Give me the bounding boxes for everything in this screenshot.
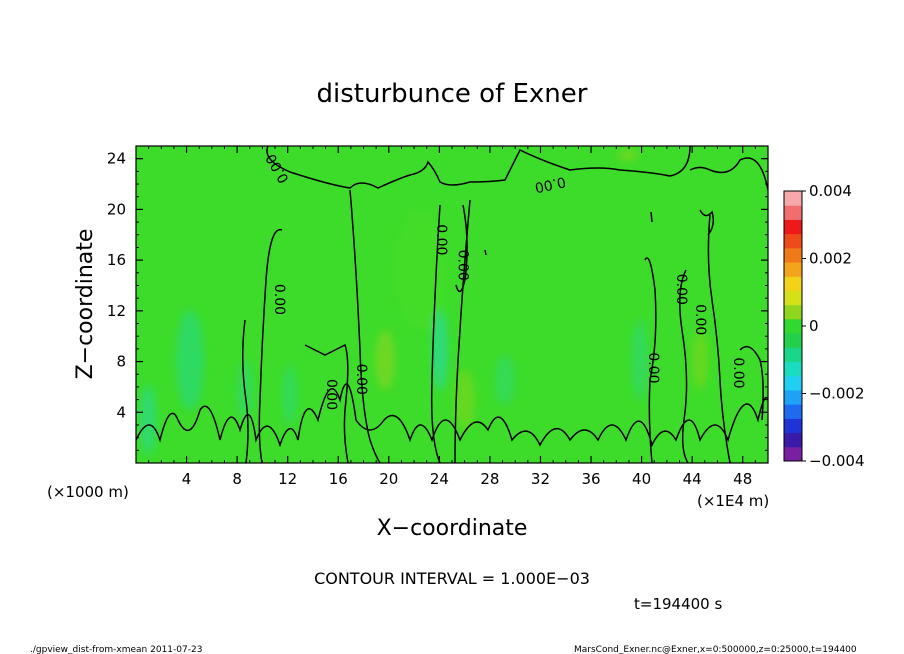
colorbar-tick-label: 0.004 <box>809 182 852 200</box>
patch <box>455 370 475 430</box>
x-tick-label: 44 <box>683 470 702 488</box>
y-tick-label: 24 <box>107 150 126 168</box>
y-axis-label: Z−coordinate <box>73 229 98 380</box>
colorbar-tick-label: 0 <box>809 317 819 335</box>
x-tick-label: 12 <box>278 470 297 488</box>
y-axis-unit: (×1000 m) <box>47 483 129 501</box>
colorbar-swatch <box>784 248 802 263</box>
colorbar-swatch <box>784 376 802 391</box>
colorbar-swatch <box>784 305 802 320</box>
patch <box>495 355 515 405</box>
colorbar-swatch <box>784 333 802 348</box>
contour-label: 0.00 <box>645 352 661 383</box>
colorbar-tick-label: −0.004 <box>809 452 865 470</box>
patch <box>375 330 395 390</box>
contour-label: 0.00 <box>673 274 689 305</box>
contour-label: 0.00 <box>323 379 339 410</box>
colorbar-swatch <box>784 290 802 305</box>
y-tick-label: 16 <box>107 251 126 269</box>
x-tick-label: 4 <box>182 470 192 488</box>
contour-label: 0.00 <box>730 357 746 388</box>
colorbar-swatch <box>784 205 802 220</box>
contour-label: 0.00 <box>433 224 449 255</box>
colorbar-tick-label: 0.002 <box>809 250 852 268</box>
colorbar-swatch <box>784 262 802 277</box>
x-tick-label: 40 <box>632 470 651 488</box>
contour-line <box>651 212 652 222</box>
x-tick-label: 8 <box>232 470 242 488</box>
colorbar-swatch <box>784 234 802 249</box>
patch <box>618 149 638 161</box>
x-tick-label: 28 <box>480 470 499 488</box>
chart-title: disturbunce of Exner <box>317 79 588 109</box>
contour-label: 0.00 <box>353 364 369 395</box>
contour-label: 0.00 <box>271 284 287 315</box>
x-tick-label: 32 <box>531 470 550 488</box>
patch <box>692 330 708 390</box>
x-axis-unit: (×1E4 m) <box>697 492 769 510</box>
patch <box>176 310 204 410</box>
contour-interval: CONTOUR INTERVAL = 1.000E−03 <box>314 569 590 588</box>
x-tick-label: 48 <box>733 470 752 488</box>
colorbar-swatch <box>784 276 802 291</box>
plot-area: 0.000.000.00 0.000.000.000.000.000.000.00… <box>136 146 768 463</box>
colorbar-swatch <box>784 347 802 362</box>
colorbar-swatch <box>784 418 802 433</box>
x-tick-label: 20 <box>379 470 398 488</box>
x-tick-label: 24 <box>430 470 449 488</box>
patch <box>140 385 156 455</box>
x-tick-label: 16 <box>329 470 348 488</box>
colorbar-tick-label: −0.002 <box>809 385 865 403</box>
colorbar: 0.004 0.002 0 −0.002 −0.004 <box>784 182 865 470</box>
colorbar-swatch <box>784 390 802 405</box>
patch <box>283 365 297 425</box>
contour-label: 0.00 <box>692 304 708 335</box>
x-axis-label: X−coordinate <box>377 516 528 541</box>
colorbar-swatch <box>784 447 802 462</box>
y-tick-label: 12 <box>107 302 126 320</box>
footer-left: ./gpview_dist-from-xmean 2011-07-23 <box>30 645 202 654</box>
colorbar-swatch <box>784 219 802 234</box>
y-tick-label: 8 <box>116 353 126 371</box>
colorbar-swatch <box>784 433 802 448</box>
time-label: t=194400 s <box>634 595 722 613</box>
y-tick-label: 4 <box>116 403 126 421</box>
contour-line <box>485 250 486 255</box>
colorbar-swatch <box>784 404 802 419</box>
contour-label: 0.00 <box>454 250 470 281</box>
x-tick-label: 36 <box>581 470 600 488</box>
y-tick-label: 20 <box>107 200 126 218</box>
colorbar-swatch <box>784 191 802 206</box>
colorbar-swatch <box>784 362 802 377</box>
colorbar-swatch <box>784 319 802 334</box>
footer-right: MarsCond_Exner.nc@Exner,x=0:500000,z=0:2… <box>574 645 857 654</box>
